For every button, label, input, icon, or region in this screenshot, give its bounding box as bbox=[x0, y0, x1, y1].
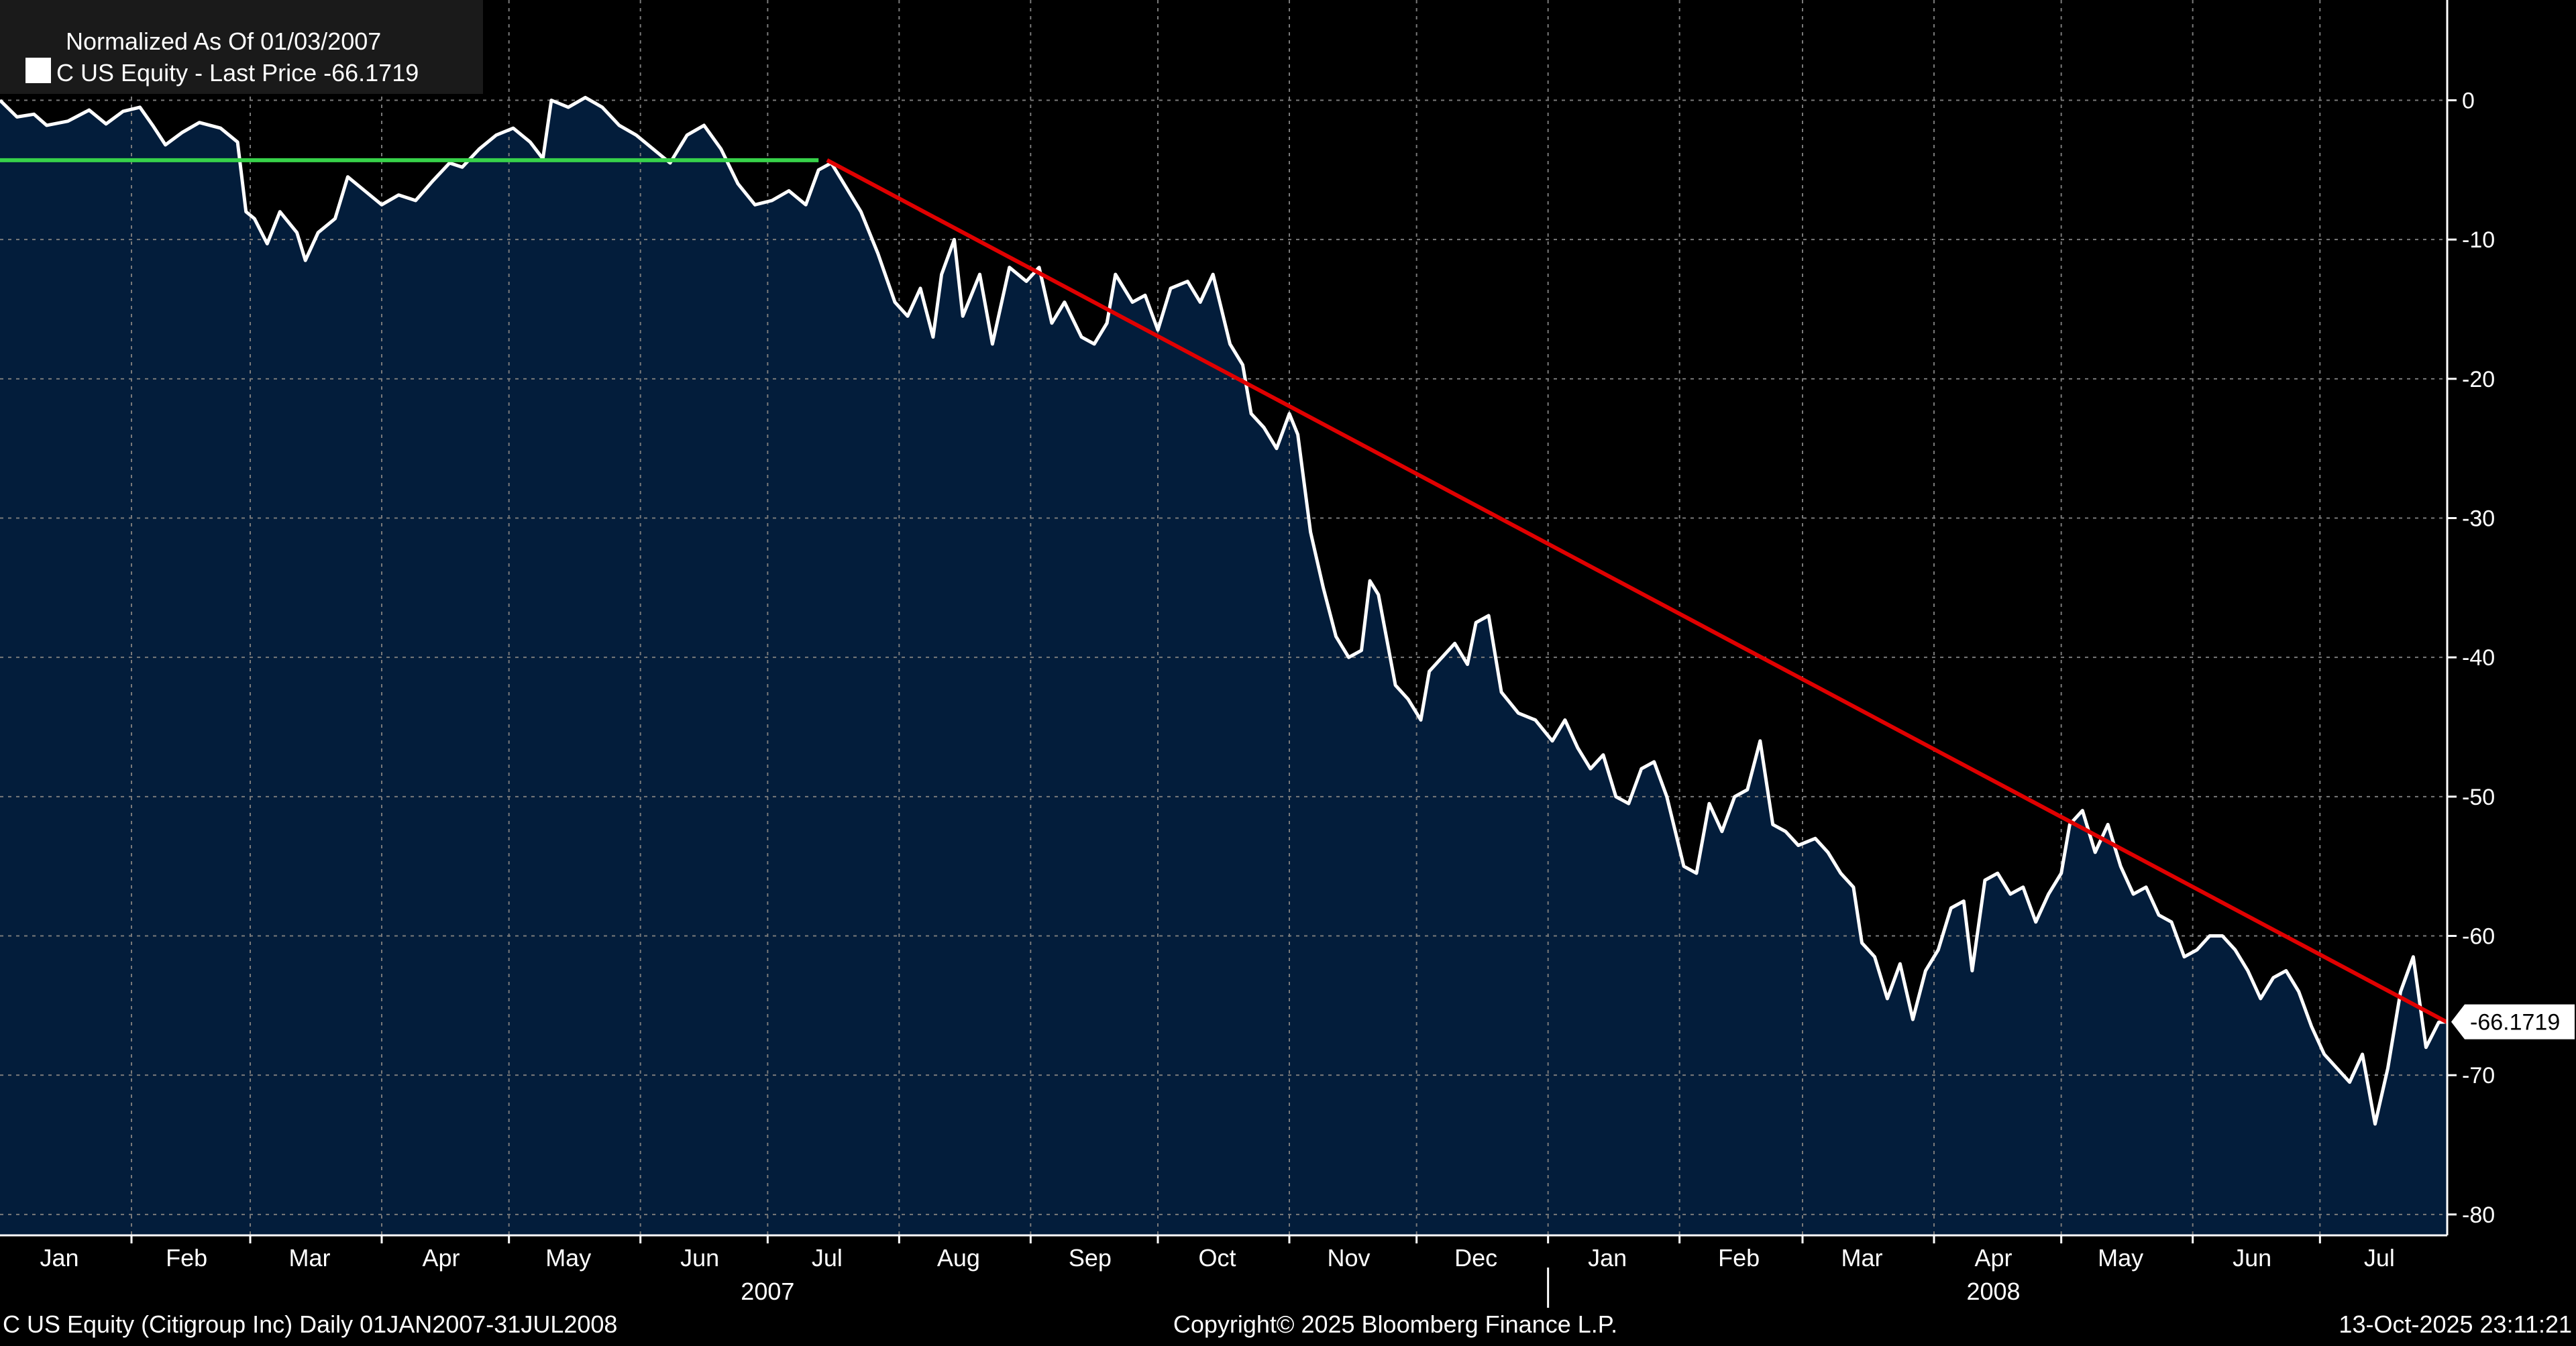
x-tick-label: Aug bbox=[937, 1244, 980, 1272]
x-tick-label: Jun bbox=[680, 1244, 719, 1272]
y-tick-label: -20 bbox=[2462, 367, 2495, 392]
y-tick-label: -80 bbox=[2462, 1202, 2495, 1228]
y-tick-label: -40 bbox=[2462, 645, 2495, 671]
x-tick-label: Oct bbox=[1199, 1244, 1236, 1272]
last-value-marker bbox=[2451, 1004, 2575, 1040]
y-tick-label: -30 bbox=[2462, 506, 2495, 532]
x-tick-label: Sep bbox=[1069, 1244, 1112, 1272]
x-tick-label: Jan bbox=[1588, 1244, 1627, 1272]
footer-description: C US Equity (Citigroup Inc) Daily 01JAN2… bbox=[3, 1310, 617, 1338]
x-tick-label: Mar bbox=[289, 1244, 331, 1272]
x-tick-label: Jan bbox=[40, 1244, 78, 1272]
legend: Normalized As Of 01/03/2007 C US Equity … bbox=[0, 0, 483, 94]
year-label: 2008 bbox=[1966, 1278, 2020, 1305]
x-tick-label: Jun bbox=[2233, 1244, 2271, 1272]
y-tick-label: -50 bbox=[2462, 785, 2495, 810]
footer-timestamp: 13-Oct-2025 23:11:21 bbox=[2339, 1310, 2572, 1338]
x-tick-label: Jul bbox=[2364, 1244, 2395, 1272]
x-tick-label: Mar bbox=[1841, 1244, 1883, 1272]
y-tick-label: -70 bbox=[2462, 1063, 2495, 1088]
y-tick-label: -10 bbox=[2462, 227, 2495, 253]
series-area-fill bbox=[0, 97, 2447, 1235]
x-tick-label: Nov bbox=[1327, 1244, 1370, 1272]
trend-line bbox=[826, 158, 2449, 1024]
area-layer bbox=[0, 97, 2447, 1235]
legend-background bbox=[0, 0, 483, 94]
x-tick-label: Apr bbox=[1974, 1244, 2012, 1272]
y-tick-label: -60 bbox=[2462, 924, 2495, 950]
y-tick-label: 0 bbox=[2462, 89, 2475, 114]
footer: C US Equity (Citigroup Inc) Daily 01JAN2… bbox=[3, 1310, 2572, 1338]
annotation-layer bbox=[0, 158, 2449, 1024]
grid-layer bbox=[0, 0, 2447, 1235]
x-tick-label: Apr bbox=[423, 1244, 460, 1272]
x-tick-label: Dec bbox=[1454, 1244, 1497, 1272]
year-label: 2007 bbox=[741, 1278, 794, 1305]
legend-header: Normalized As Of 01/03/2007 bbox=[66, 27, 381, 55]
x-tick-label: May bbox=[2098, 1244, 2143, 1272]
x-tick-label: Feb bbox=[166, 1244, 207, 1272]
x-tick-label: Jul bbox=[812, 1244, 843, 1272]
x-tick-label: May bbox=[545, 1244, 591, 1272]
legend-swatch bbox=[25, 58, 51, 83]
legend-series-label: C US Equity - Last Price -66.1719 bbox=[56, 59, 419, 87]
x-tick-label: Feb bbox=[1718, 1244, 1760, 1272]
footer-copyright: Copyright© 2025 Bloomberg Finance L.P. bbox=[1173, 1310, 1617, 1338]
last-value-label: -66.1719 bbox=[2470, 1010, 2560, 1035]
axis-layer: 0 -10 -20 -30 -40 -50 -60 -70 -80 -66.1719 Jan Feb M… bbox=[0, 0, 2575, 1308]
